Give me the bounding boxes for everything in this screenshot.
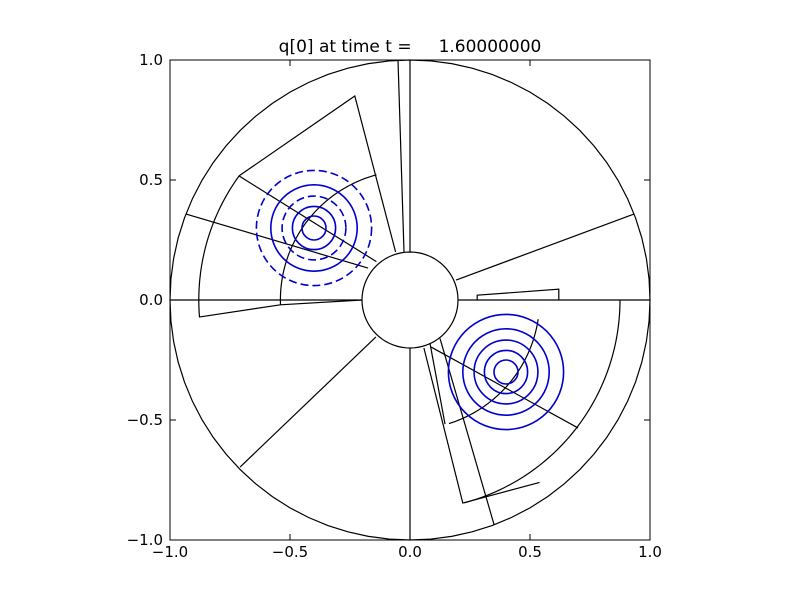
- mesh-line: [430, 346, 579, 429]
- mesh-line: [455, 213, 635, 281]
- mesh-line: [476, 288, 560, 300]
- chart-title: q[0] at time t = 1.60000000: [279, 37, 542, 57]
- mesh-line: [239, 336, 377, 468]
- mesh-arc: [279, 174, 377, 305]
- contour-line: [493, 359, 519, 385]
- contour-line: [301, 215, 327, 241]
- mesh-arc: [361, 251, 459, 349]
- mesh-line: [423, 347, 540, 504]
- y-tick-label: 1.0: [139, 51, 163, 69]
- contour-line: [461, 327, 550, 416]
- mesh-line: [429, 342, 446, 425]
- mesh-line: [185, 213, 369, 269]
- y-tick-label: 0.5: [139, 171, 163, 189]
- x-tick-label: −0.5: [272, 543, 308, 561]
- x-tick-label: 0.0: [398, 543, 422, 561]
- y-tick-label: 0.0: [139, 291, 163, 309]
- contour-line: [255, 169, 373, 287]
- contour-line: [447, 313, 565, 431]
- mesh-line: [238, 95, 397, 253]
- y-tick-label: −0.5: [127, 411, 163, 429]
- x-tick-label: −1.0: [152, 543, 188, 561]
- contour-line: [473, 339, 539, 405]
- contour-line: [483, 349, 529, 395]
- mesh-line: [198, 299, 363, 318]
- x-tick-label: 1.0: [638, 543, 662, 561]
- mesh-line: [397, 59, 405, 253]
- contour-line: [291, 205, 337, 251]
- contour-line: [281, 195, 347, 261]
- y-tick-label: −1.0: [127, 531, 163, 549]
- contour-line: [269, 184, 358, 273]
- mesh-arc: [198, 175, 240, 317]
- x-tick-label: 0.5: [518, 543, 542, 561]
- mesh-arc: [464, 299, 621, 504]
